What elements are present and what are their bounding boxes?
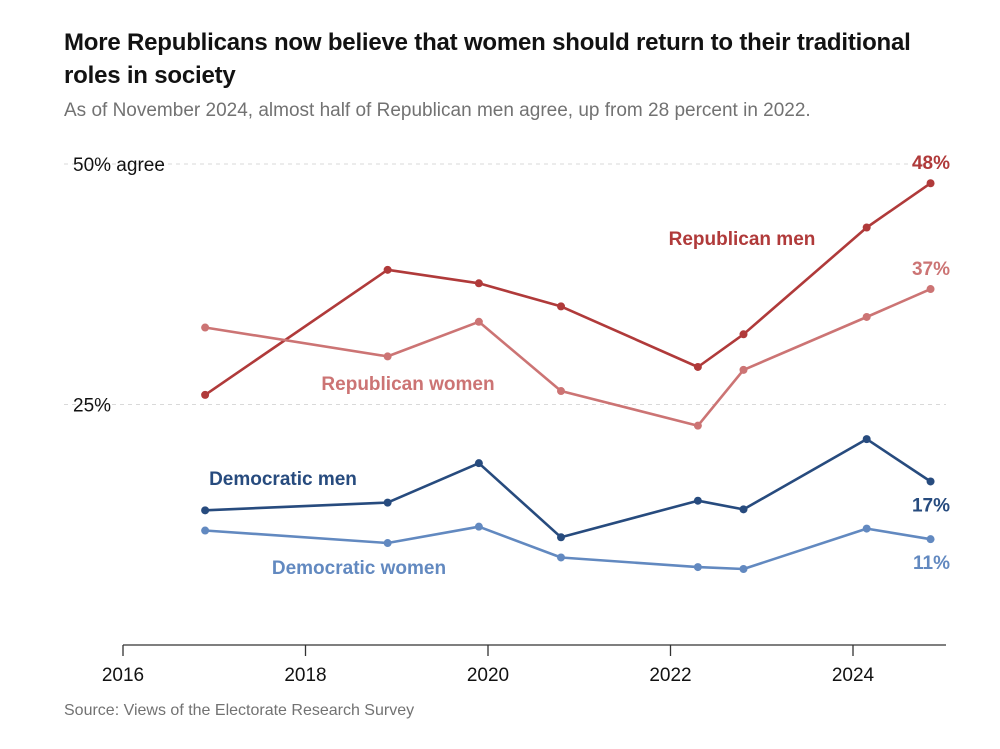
chart-title: More Republicans now believe that women … [64,29,911,89]
chart-subtitle: As of November 2024, almost half of Repu… [64,100,811,121]
democratic-men-end-value-label: 17% [912,495,950,516]
republican-women-point [474,317,483,326]
democratic-women-point [201,526,210,535]
republican-women-point [201,323,210,332]
republican-men-label: Republican men [669,229,816,250]
republican-men-point [926,179,935,188]
y-tick-label: 25% [73,396,111,417]
republican-women-point [557,387,565,396]
republican-women-end-value-label: 37% [912,259,950,280]
republican-men-point [693,362,702,371]
x-tick-label: 2018 [284,665,326,686]
source-note: Source: Views of the Electorate Research… [64,702,415,719]
democratic-women-point [557,553,565,562]
democratic-women-point [474,522,483,531]
series-labels: Republican men 48% Republican women 37% Demo… [209,153,950,579]
democratic-men-point [739,505,748,514]
republican-women-line [203,287,932,428]
democratic-women-point [693,563,702,572]
republican-men-point [862,223,871,232]
democratic-women-point [926,535,935,544]
democratic-men-point [926,477,935,486]
republican-women-point [862,312,871,321]
republican-women-point [926,285,935,294]
democratic-men-point [383,498,392,507]
x-tick-label: 2024 [832,665,875,686]
x-axis: 2016 2018 2020 2022 2024 [102,644,946,686]
republican-women-label: Republican women [321,374,494,395]
x-tick-label: 2022 [649,665,691,686]
republican-men-point [201,390,210,399]
republican-men-point [383,265,392,274]
democratic-women-end-value-label: 11% [913,553,950,574]
democratic-women-point [862,524,871,533]
democratic-men-point [201,506,210,515]
series-lines [201,179,935,574]
democratic-men-point [862,435,871,444]
republican-men-line [203,181,932,397]
democratic-women-point [739,565,748,574]
democratic-women-line [203,525,932,571]
x-tick-label: 2020 [467,665,509,686]
y-tick-label: 50% agree [73,155,165,176]
democratic-women-label: Democratic women [272,558,446,579]
republican-men-point [557,302,565,311]
gridlines: 50% agree 25% [64,155,946,417]
republican-women-point [693,421,702,430]
democratic-men-point [557,533,565,542]
democratic-men-line [203,437,932,539]
democratic-men-label: Democratic men [209,469,357,490]
x-tick-label: 2016 [102,665,144,686]
republican-men-point [739,330,748,339]
democratic-men-point [474,459,483,468]
democratic-women-point [383,539,392,548]
democratic-men-point [693,496,702,505]
republican-women-point [739,365,748,374]
republican-men-point [474,279,483,288]
republican-men-end-value-label: 48% [912,153,950,174]
republican-women-point [383,352,392,361]
